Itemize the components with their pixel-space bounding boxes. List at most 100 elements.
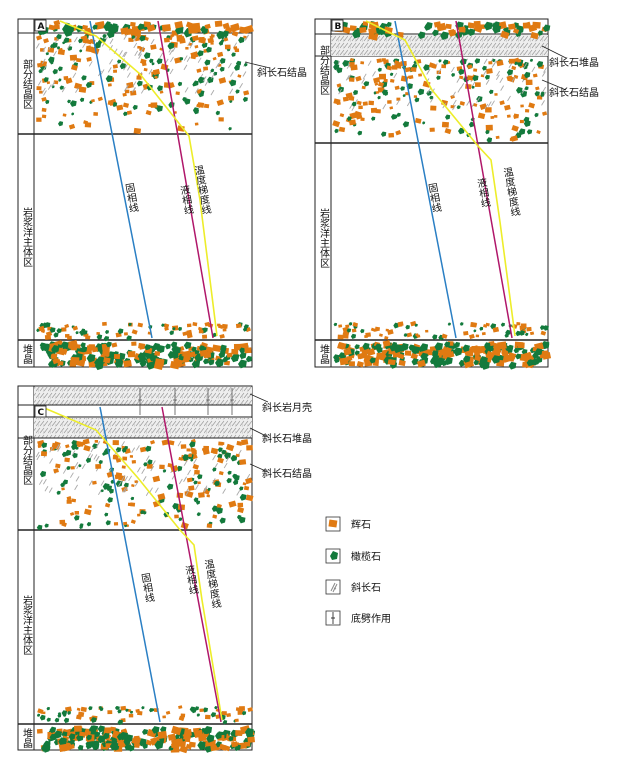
- plagioclase-crystal: [223, 462, 228, 469]
- olivine-crystal: [125, 708, 129, 712]
- olivine-crystal: [81, 75, 87, 81]
- plagioclase-crystal: [236, 490, 241, 496]
- panel-a-zone-cumulate: 堆晶: [21, 344, 33, 365]
- plagioclase-crystal: [362, 73, 367, 80]
- pyroxene-crystal: [360, 117, 365, 122]
- pyroxene-crystal: [113, 454, 117, 458]
- pyroxene-crystal: [180, 713, 186, 718]
- pyroxene-crystal: [528, 102, 536, 109]
- plagioclase-crystal: [109, 38, 114, 44]
- plagioclase-crystal: [66, 44, 71, 50]
- pyroxene-crystal: [123, 28, 132, 36]
- pyroxene-crystal: [394, 60, 399, 65]
- pyroxene-crystal: [522, 22, 531, 29]
- pyroxene-crystal: [194, 122, 199, 126]
- pyroxene-crystal: [384, 335, 389, 340]
- olivine-crystal: [193, 497, 199, 503]
- olivine-crystal: [97, 735, 106, 744]
- pyroxene-crystal: [243, 35, 247, 39]
- panel-b-letter-box: [331, 19, 344, 32]
- pyroxene-crystal: [188, 485, 195, 491]
- pyroxene-crystal: [67, 335, 72, 340]
- pyroxene-crystal: [410, 352, 419, 360]
- pyroxene-crystal: [218, 743, 227, 751]
- olivine-crystal: [167, 42, 175, 50]
- olivine-crystal: [50, 44, 55, 49]
- pyroxene-crystal: [508, 58, 516, 64]
- pyroxene-crystal: [333, 98, 341, 105]
- pyroxene-crystal: [475, 334, 480, 338]
- plagioclase-crystal: [154, 487, 159, 493]
- pyroxene-crystal: [146, 24, 156, 32]
- olivine-crystal: [445, 114, 451, 120]
- pyroxene-crystal: [237, 74, 242, 78]
- pyroxene-crystal: [179, 745, 189, 754]
- olivine-icon: [330, 551, 338, 560]
- olivine-crystal: [86, 353, 96, 363]
- plagioclase-crystal: [178, 478, 183, 485]
- plagioclase-crystal: [132, 81, 137, 87]
- pyroxene-crystal: [202, 334, 208, 339]
- olivine-crystal: [447, 322, 451, 326]
- olivine-crystal: [102, 34, 107, 39]
- olivine-crystal: [67, 99, 71, 104]
- pyroxene-crystal: [332, 120, 341, 128]
- plagioclase-crystal: [150, 38, 155, 45]
- olivine-crystal: [414, 323, 418, 327]
- olivine-crystal: [215, 110, 220, 116]
- plagioclase-crystal: [338, 88, 342, 95]
- pyroxene-crystal: [138, 342, 146, 350]
- olivine-crystal: [243, 63, 248, 67]
- olivine-crystal: [94, 358, 102, 367]
- plagioclase-crystal: [507, 95, 511, 102]
- pyroxene-crystal: [127, 502, 133, 507]
- olivine-crystal: [196, 713, 200, 717]
- pyroxene-crystal: [388, 132, 395, 138]
- olivine-crystal: [106, 341, 112, 348]
- olivine-crystal: [136, 80, 143, 87]
- pyroxene-crystal: [542, 111, 548, 116]
- pyroxene-crystal: [130, 21, 136, 27]
- olivine-crystal: [102, 732, 110, 740]
- olivine-crystal: [65, 24, 75, 34]
- pyroxene-crystal: [355, 75, 362, 82]
- plagioclase-crystal: [128, 475, 133, 482]
- pyroxene-crystal: [132, 736, 142, 745]
- pyroxene-crystal: [217, 323, 221, 327]
- olivine-crystal: [138, 738, 147, 747]
- olivine-crystal: [72, 452, 78, 459]
- pyroxene-crystal: [110, 726, 116, 732]
- olivine-crystal: [342, 60, 350, 67]
- olivine-crystal: [112, 102, 118, 107]
- pyroxene-crystal: [70, 64, 78, 71]
- pyroxene-crystal: [40, 451, 48, 457]
- diapir-mark: [230, 388, 234, 415]
- plagioclase-crystal: [193, 458, 197, 464]
- pyroxene-crystal: [53, 19, 61, 27]
- olivine-crystal: [435, 358, 443, 366]
- pyroxene-crystal: [475, 82, 481, 87]
- pyroxene-crystal: [43, 38, 49, 44]
- pyroxene-crystal: [88, 344, 95, 350]
- olivine-crystal: [202, 707, 208, 713]
- plagioclase-crystal: [230, 71, 234, 77]
- olivine-crystal: [63, 717, 70, 724]
- panel-c-callout-plagioclase-crystallization: 斜长石结晶: [262, 467, 312, 480]
- plagioclase-crystal: [485, 79, 490, 85]
- olivine-crystal: [99, 707, 104, 712]
- olivine-crystal: [333, 59, 339, 66]
- plagioclase-crystal: [194, 484, 199, 490]
- panel-b-callout-plagioclase-cumulate: 斜长石堆晶: [549, 56, 599, 69]
- plagioclase-crystal: [122, 487, 127, 493]
- pyroxene-crystal: [397, 353, 405, 360]
- pyroxene-crystal: [137, 710, 143, 716]
- plagioclase-crystal: [217, 61, 221, 67]
- olivine-crystal: [226, 478, 232, 484]
- plagioclase-crystal: [74, 484, 79, 491]
- olivine-crystal: [62, 713, 67, 717]
- legend-pyroxene-label: 辉石: [351, 519, 371, 531]
- pyroxene-crystal: [178, 705, 183, 710]
- plagioclase-crystal: [345, 75, 350, 81]
- pyroxene-crystal: [152, 68, 161, 76]
- olivine-crystal: [234, 64, 240, 71]
